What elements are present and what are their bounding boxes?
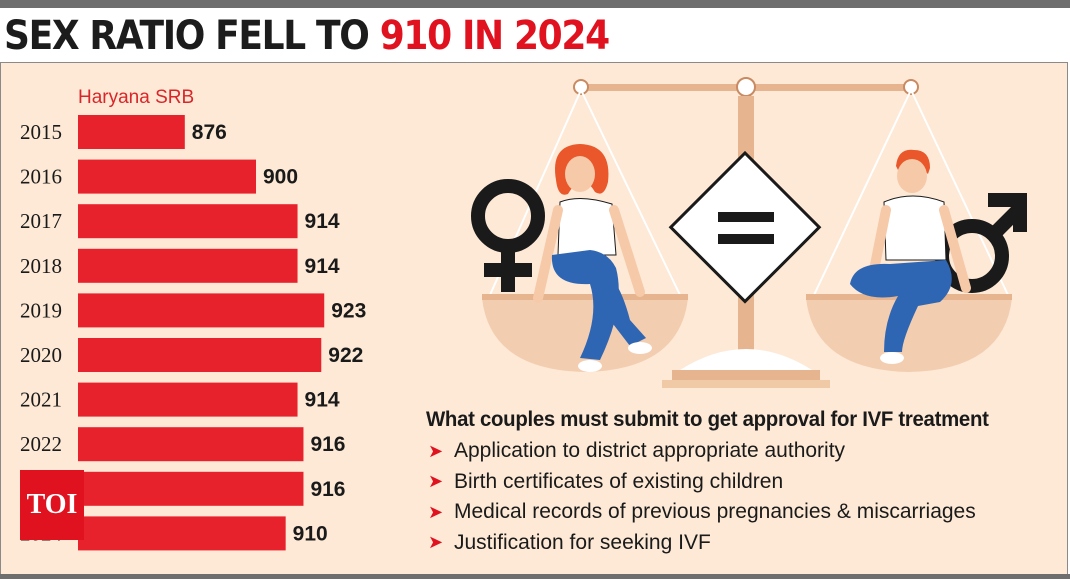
- list-item-text: Birth certificates of existing children: [454, 469, 784, 493]
- scale-illustration: [471, 77, 1027, 388]
- value-label: 916: [310, 433, 345, 456]
- value-label: 910: [293, 522, 328, 545]
- list-item: ➤ Medical records of previous pregnancies…: [426, 497, 1066, 528]
- requirements-heading: What couples must submit to get approval…: [426, 408, 989, 431]
- man-figure: [850, 149, 971, 364]
- year-label: 2017: [20, 209, 62, 233]
- value-label: 900: [263, 166, 298, 189]
- requirements-list: ➤ Application to district appropriate aut…: [426, 436, 1066, 558]
- value-label: 923: [331, 299, 366, 322]
- year-label: 2022: [20, 432, 62, 456]
- title-highlight: 910 IN 2024: [379, 13, 610, 59]
- bar-2019: [78, 293, 325, 328]
- arrow-bullet-icon: ➤: [428, 532, 444, 553]
- arrow-bullet-icon: ➤: [428, 471, 444, 492]
- year-label: 2015: [20, 120, 62, 144]
- bar-2021: [78, 382, 298, 417]
- equals-icon: [668, 150, 822, 304]
- woman-figure: [533, 144, 652, 372]
- top-border: [0, 0, 1070, 8]
- bar-2020: [78, 338, 322, 372]
- list-item: ➤ Birth certificates of existing children: [426, 467, 1066, 498]
- arrow-bullet-icon: ➤: [428, 440, 444, 461]
- bar-2022: [78, 427, 304, 462]
- bottom-border: [0, 574, 1070, 579]
- female-symbol-icon: [471, 179, 545, 292]
- value-label: 914: [305, 389, 340, 412]
- list-item-text: Application to district appropriate auth…: [454, 439, 846, 463]
- value-label: 914: [305, 210, 340, 233]
- bar-2024: [78, 516, 286, 551]
- series-label: Haryana SRB: [78, 87, 194, 108]
- year-label: 2019: [20, 298, 62, 322]
- page-title: SEX RATIO FELL TO 910 IN 2024: [4, 10, 610, 62]
- toi-logo-text: TOI: [26, 489, 78, 520]
- srb-bar-chart: Haryana SRB 2015 876 2016 900 2017 914 2018 914…: [20, 87, 366, 551]
- value-label: 916: [310, 478, 345, 501]
- list-item: ➤ Application to district appropriate aut…: [426, 436, 1066, 467]
- bar-2018: [78, 248, 298, 283]
- bar-2017: [78, 204, 298, 239]
- title-prefix: SEX RATIO FELL TO: [4, 13, 370, 59]
- bars-group: 2015 876 2016 900 2017 914 2018 914 2019 923 2020 9…: [20, 115, 366, 551]
- value-label: 876: [192, 121, 227, 144]
- ivf-requirements: What couples must submit to get approval…: [426, 408, 1066, 558]
- list-item-text: Medical records of previous pregnancies …: [454, 500, 976, 524]
- list-item: ➤ Justification for seeking IVF: [426, 528, 1066, 559]
- bar-2016: [78, 159, 256, 194]
- value-label: 922: [328, 344, 363, 367]
- list-item-text: Justification for seeking IVF: [454, 530, 711, 554]
- year-label: 2021: [20, 388, 62, 412]
- bar-2015: [78, 115, 185, 149]
- bar-2023: [78, 471, 304, 506]
- year-label: 2020: [20, 343, 62, 367]
- arrow-bullet-icon: ➤: [428, 501, 444, 522]
- year-label: 2016: [20, 165, 62, 189]
- toi-logo: TOI: [20, 470, 84, 540]
- value-label: 914: [305, 255, 340, 278]
- year-label: 2018: [20, 254, 62, 278]
